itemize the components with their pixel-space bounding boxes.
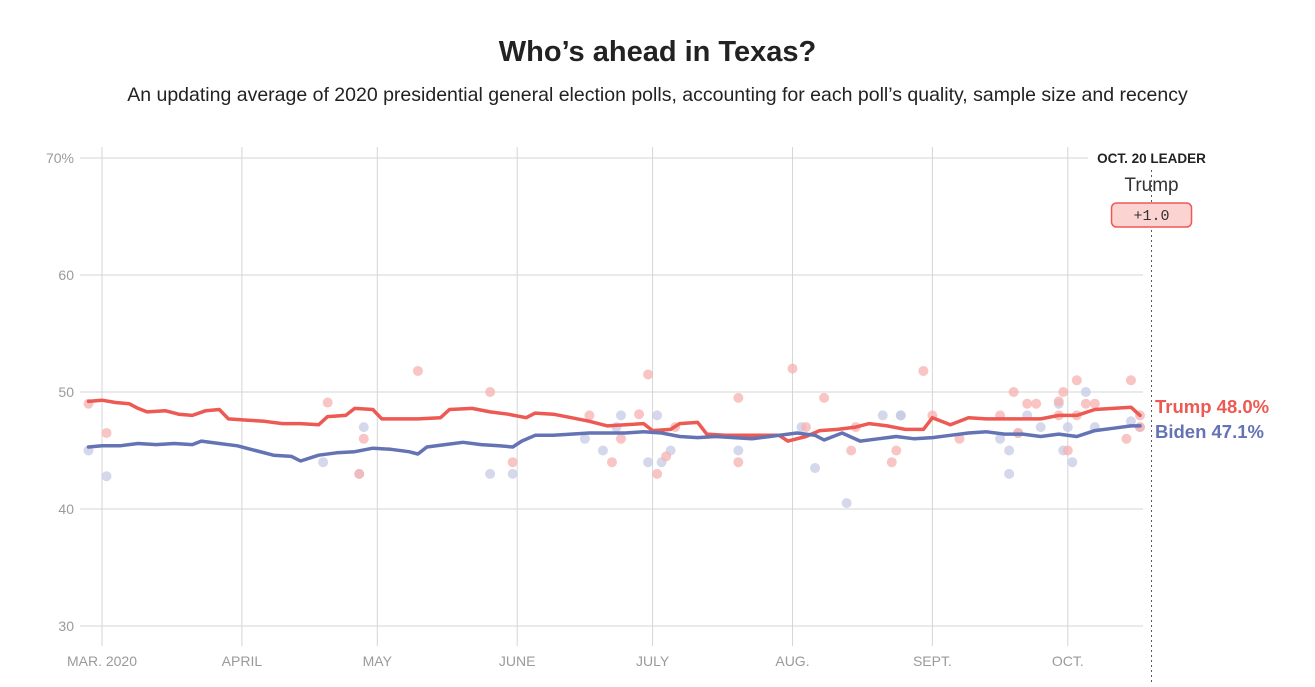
poll-dot-trump	[787, 363, 798, 374]
poll-dot-trump	[1062, 445, 1073, 456]
x-tick-label: JULY	[636, 653, 670, 669]
poll-dot-trump	[661, 451, 672, 462]
poll-dot-biden	[643, 457, 654, 468]
poll-dot-biden	[1004, 445, 1015, 456]
poll-dot-trump	[615, 433, 626, 444]
poll-dot-trump	[1080, 398, 1091, 409]
trump-average-line	[86, 398, 1142, 443]
poll-dot-trump	[733, 457, 744, 468]
y-tick-label: 40	[58, 501, 74, 517]
poll-dot-trump	[886, 457, 897, 468]
average-lines-layer	[86, 398, 1142, 463]
poll-dot-trump	[954, 433, 965, 444]
poll-dot-trump	[101, 427, 112, 438]
biden-end-label: Biden 47.1%	[1155, 421, 1264, 442]
leader-name: Trump	[1124, 175, 1178, 196]
poll-dot-trump	[412, 365, 423, 376]
poll-dot-trump	[846, 445, 857, 456]
poll-dot-trump	[1121, 433, 1132, 444]
chart-title: Who’s ahead in Texas?	[498, 36, 817, 68]
poll-dot-trump	[733, 392, 744, 403]
x-tick-label: OCT.	[1052, 653, 1084, 669]
poll-dot-biden	[841, 498, 852, 509]
poll-dot-biden	[1067, 457, 1078, 468]
poll-dot-trump	[354, 468, 365, 479]
poll-dot-trump	[918, 365, 929, 376]
chart-subtitle: An updating average of 2020 presidential…	[127, 84, 1188, 106]
poll-dot-trump	[322, 397, 333, 408]
poll-dot-biden	[485, 468, 496, 479]
poll-dot-trump	[634, 409, 645, 420]
y-tick-label: 70%	[46, 150, 74, 166]
poll-dot-trump	[1053, 396, 1064, 407]
poll-dot-trump	[1071, 375, 1082, 386]
poll-dot-biden	[1004, 468, 1015, 479]
poll-dot-trump	[507, 457, 518, 468]
trump-end-label: Trump 48.0%	[1155, 396, 1269, 417]
biden-average-line	[86, 424, 1142, 463]
leader-annotation: OCT. 20 LEADER Trump +1.0	[1088, 147, 1218, 682]
leader-margin-badge	[1110, 202, 1193, 228]
poll-dot-biden	[507, 468, 518, 479]
y-tick-label: 50	[58, 384, 74, 400]
x-tick-label: AUG.	[775, 653, 809, 669]
poll-dots-layer	[83, 363, 1145, 509]
poll-dot-trump	[1125, 375, 1136, 386]
y-tick-label: 30	[58, 618, 74, 634]
poll-dot-biden	[579, 433, 590, 444]
poll-dot-trump	[1008, 387, 1019, 397]
poll-dot-biden	[1062, 422, 1073, 433]
poll-dot-trump	[891, 445, 902, 456]
poll-dot-biden	[318, 457, 329, 468]
poll-dot-trump	[643, 369, 654, 380]
x-tick-label: MAY	[363, 653, 393, 669]
poll-dot-trump	[652, 468, 663, 479]
poll-dot-biden	[1125, 416, 1136, 427]
poll-dot-biden	[1035, 422, 1046, 433]
poll-dot-biden	[615, 410, 626, 421]
poll-dot-trump	[358, 433, 369, 444]
poll-dot-trump	[819, 392, 830, 403]
poll-dot-trump	[1058, 387, 1069, 397]
x-tick-label: JUNE	[499, 653, 536, 669]
x-tick-label: SEPT.	[913, 653, 952, 669]
leader-margin-value: +1.0	[1134, 208, 1170, 225]
poll-dot-biden	[995, 433, 1006, 444]
poll-dot-trump	[1022, 398, 1033, 409]
leader-heading: OCT. 20 LEADER	[1097, 151, 1206, 166]
poll-dot-biden	[895, 410, 906, 421]
poll-dot-trump	[606, 457, 617, 468]
x-tick-label: APRIL	[222, 653, 263, 669]
poll-dot-biden	[810, 463, 821, 474]
poll-dot-trump	[485, 387, 496, 397]
x-tick-label: MAR. 2020	[67, 653, 137, 669]
poll-dot-biden	[597, 445, 608, 456]
end-labels-layer: Trump 48.0% Biden 47.1%	[1155, 396, 1269, 442]
y-tick-label: 60	[58, 267, 74, 283]
poll-dot-biden	[877, 410, 888, 421]
poll-dot-biden	[652, 410, 663, 421]
poll-dot-biden	[101, 471, 112, 482]
poll-dot-trump	[584, 410, 595, 421]
poll-dot-trump	[1031, 398, 1042, 409]
grid-layer: 70% 60 50 40 30 MAR. 2020 APRIL MAY JUNE JULY AUG.…	[46, 147, 1143, 669]
poll-dot-biden	[358, 422, 369, 433]
poll-dot-biden	[733, 445, 744, 456]
poll-dot-biden	[1080, 387, 1091, 397]
poll-dot-trump	[801, 422, 812, 433]
leader-heading-background	[1088, 147, 1218, 167]
poll-dot-trump	[1089, 398, 1100, 409]
